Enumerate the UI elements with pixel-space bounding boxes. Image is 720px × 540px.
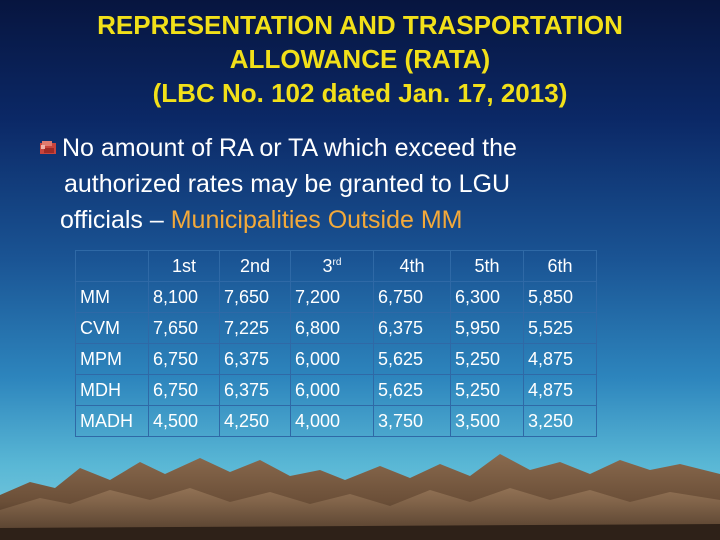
table-cell: 6,800 <box>290 312 374 344</box>
column-header: 2nd <box>219 250 291 282</box>
table-cell: 4,875 <box>523 374 597 406</box>
table-cell: 7,225 <box>219 312 291 344</box>
row-label: MADH <box>75 405 149 437</box>
table-cell: 4,500 <box>148 405 220 437</box>
row-label: MM <box>75 281 149 313</box>
table-row: MADH 4,500 4,250 4,000 3,750 3,500 3,250 <box>75 405 597 437</box>
table-cell: 4,000 <box>290 405 374 437</box>
bullet-line-1: No amount of RA or TA which exceed the <box>62 134 517 162</box>
table-row: CVM 7,650 7,225 6,800 6,375 5,950 5,525 <box>75 312 597 344</box>
title-line-3: (LBC No. 102 dated Jan. 17, 2013) <box>152 78 568 108</box>
table-cell: 6,000 <box>290 374 374 406</box>
bullet-line-3: officials – Municipalities Outside MM <box>60 202 622 238</box>
table-cell: 3,500 <box>450 405 524 437</box>
table-cell: 6,000 <box>290 343 374 375</box>
table-cell: 3,750 <box>373 405 451 437</box>
table-cell: 6,375 <box>219 374 291 406</box>
table-cell: 5,850 <box>523 281 597 313</box>
table-cell: 5,525 <box>523 312 597 344</box>
table-cell: 7,650 <box>219 281 291 313</box>
table-cell: 6,375 <box>373 312 451 344</box>
table-cell: 6,750 <box>373 281 451 313</box>
table-cell: 5,250 <box>450 374 524 406</box>
table-cell: 6,300 <box>450 281 524 313</box>
column-header: 3rd <box>290 250 374 282</box>
table-cell: 5,625 <box>373 343 451 375</box>
table-header-row: 1st 2nd 3rd 4th 5th 6th <box>75 250 597 282</box>
bullet-line-2: authorized rates may be granted to LGU <box>64 170 511 198</box>
row-label: MPM <box>75 343 149 375</box>
bullet-line-3-prefix: officials – <box>60 206 171 234</box>
slide-title: REPRESENTATION AND TRASPORTATION ALLOWAN… <box>20 8 700 110</box>
mountain-range-decoration <box>0 454 720 540</box>
column-header: 6th <box>523 250 597 282</box>
column-header: 1st <box>148 250 220 282</box>
bullet-text: No amount of RA or TA which exceed the a… <box>60 130 622 238</box>
table-cell: 4,250 <box>219 405 291 437</box>
bullet-highlight: Municipalities Outside MM <box>170 206 463 234</box>
row-label: CVM <box>75 312 149 344</box>
rata-table: 1st 2nd 3rd 4th 5th 6th MM 8,100 7,650 7… <box>75 250 597 437</box>
column-header: 5th <box>450 250 524 282</box>
bullet-icon <box>40 141 56 154</box>
table-cell: 5,250 <box>450 343 524 375</box>
table-row: MM 8,100 7,650 7,200 6,750 6,300 5,850 <box>75 281 597 313</box>
table-cell: 7,650 <box>148 312 220 344</box>
table-row: MDH 6,750 6,375 6,000 5,625 5,250 4,875 <box>75 374 597 406</box>
table-cell: 4,875 <box>523 343 597 375</box>
row-label: MDH <box>75 374 149 406</box>
table-cell: 5,950 <box>450 312 524 344</box>
table-cell: 6,375 <box>219 343 291 375</box>
table-cell: 6,750 <box>148 343 220 375</box>
column-header: 4th <box>373 250 451 282</box>
title-line-1: REPRESENTATION AND TRASPORTATION <box>97 10 623 40</box>
table-cell: 6,750 <box>148 374 220 406</box>
table-cell: 3,250 <box>523 405 597 437</box>
title-line-2: ALLOWANCE (RATA) <box>229 44 491 74</box>
table-cell: 8,100 <box>148 281 220 313</box>
table-row: MPM 6,750 6,375 6,000 5,625 5,250 4,875 <box>75 343 597 375</box>
table-corner-cell <box>75 250 149 282</box>
table-cell: 5,625 <box>373 374 451 406</box>
table-cell: 7,200 <box>290 281 374 313</box>
